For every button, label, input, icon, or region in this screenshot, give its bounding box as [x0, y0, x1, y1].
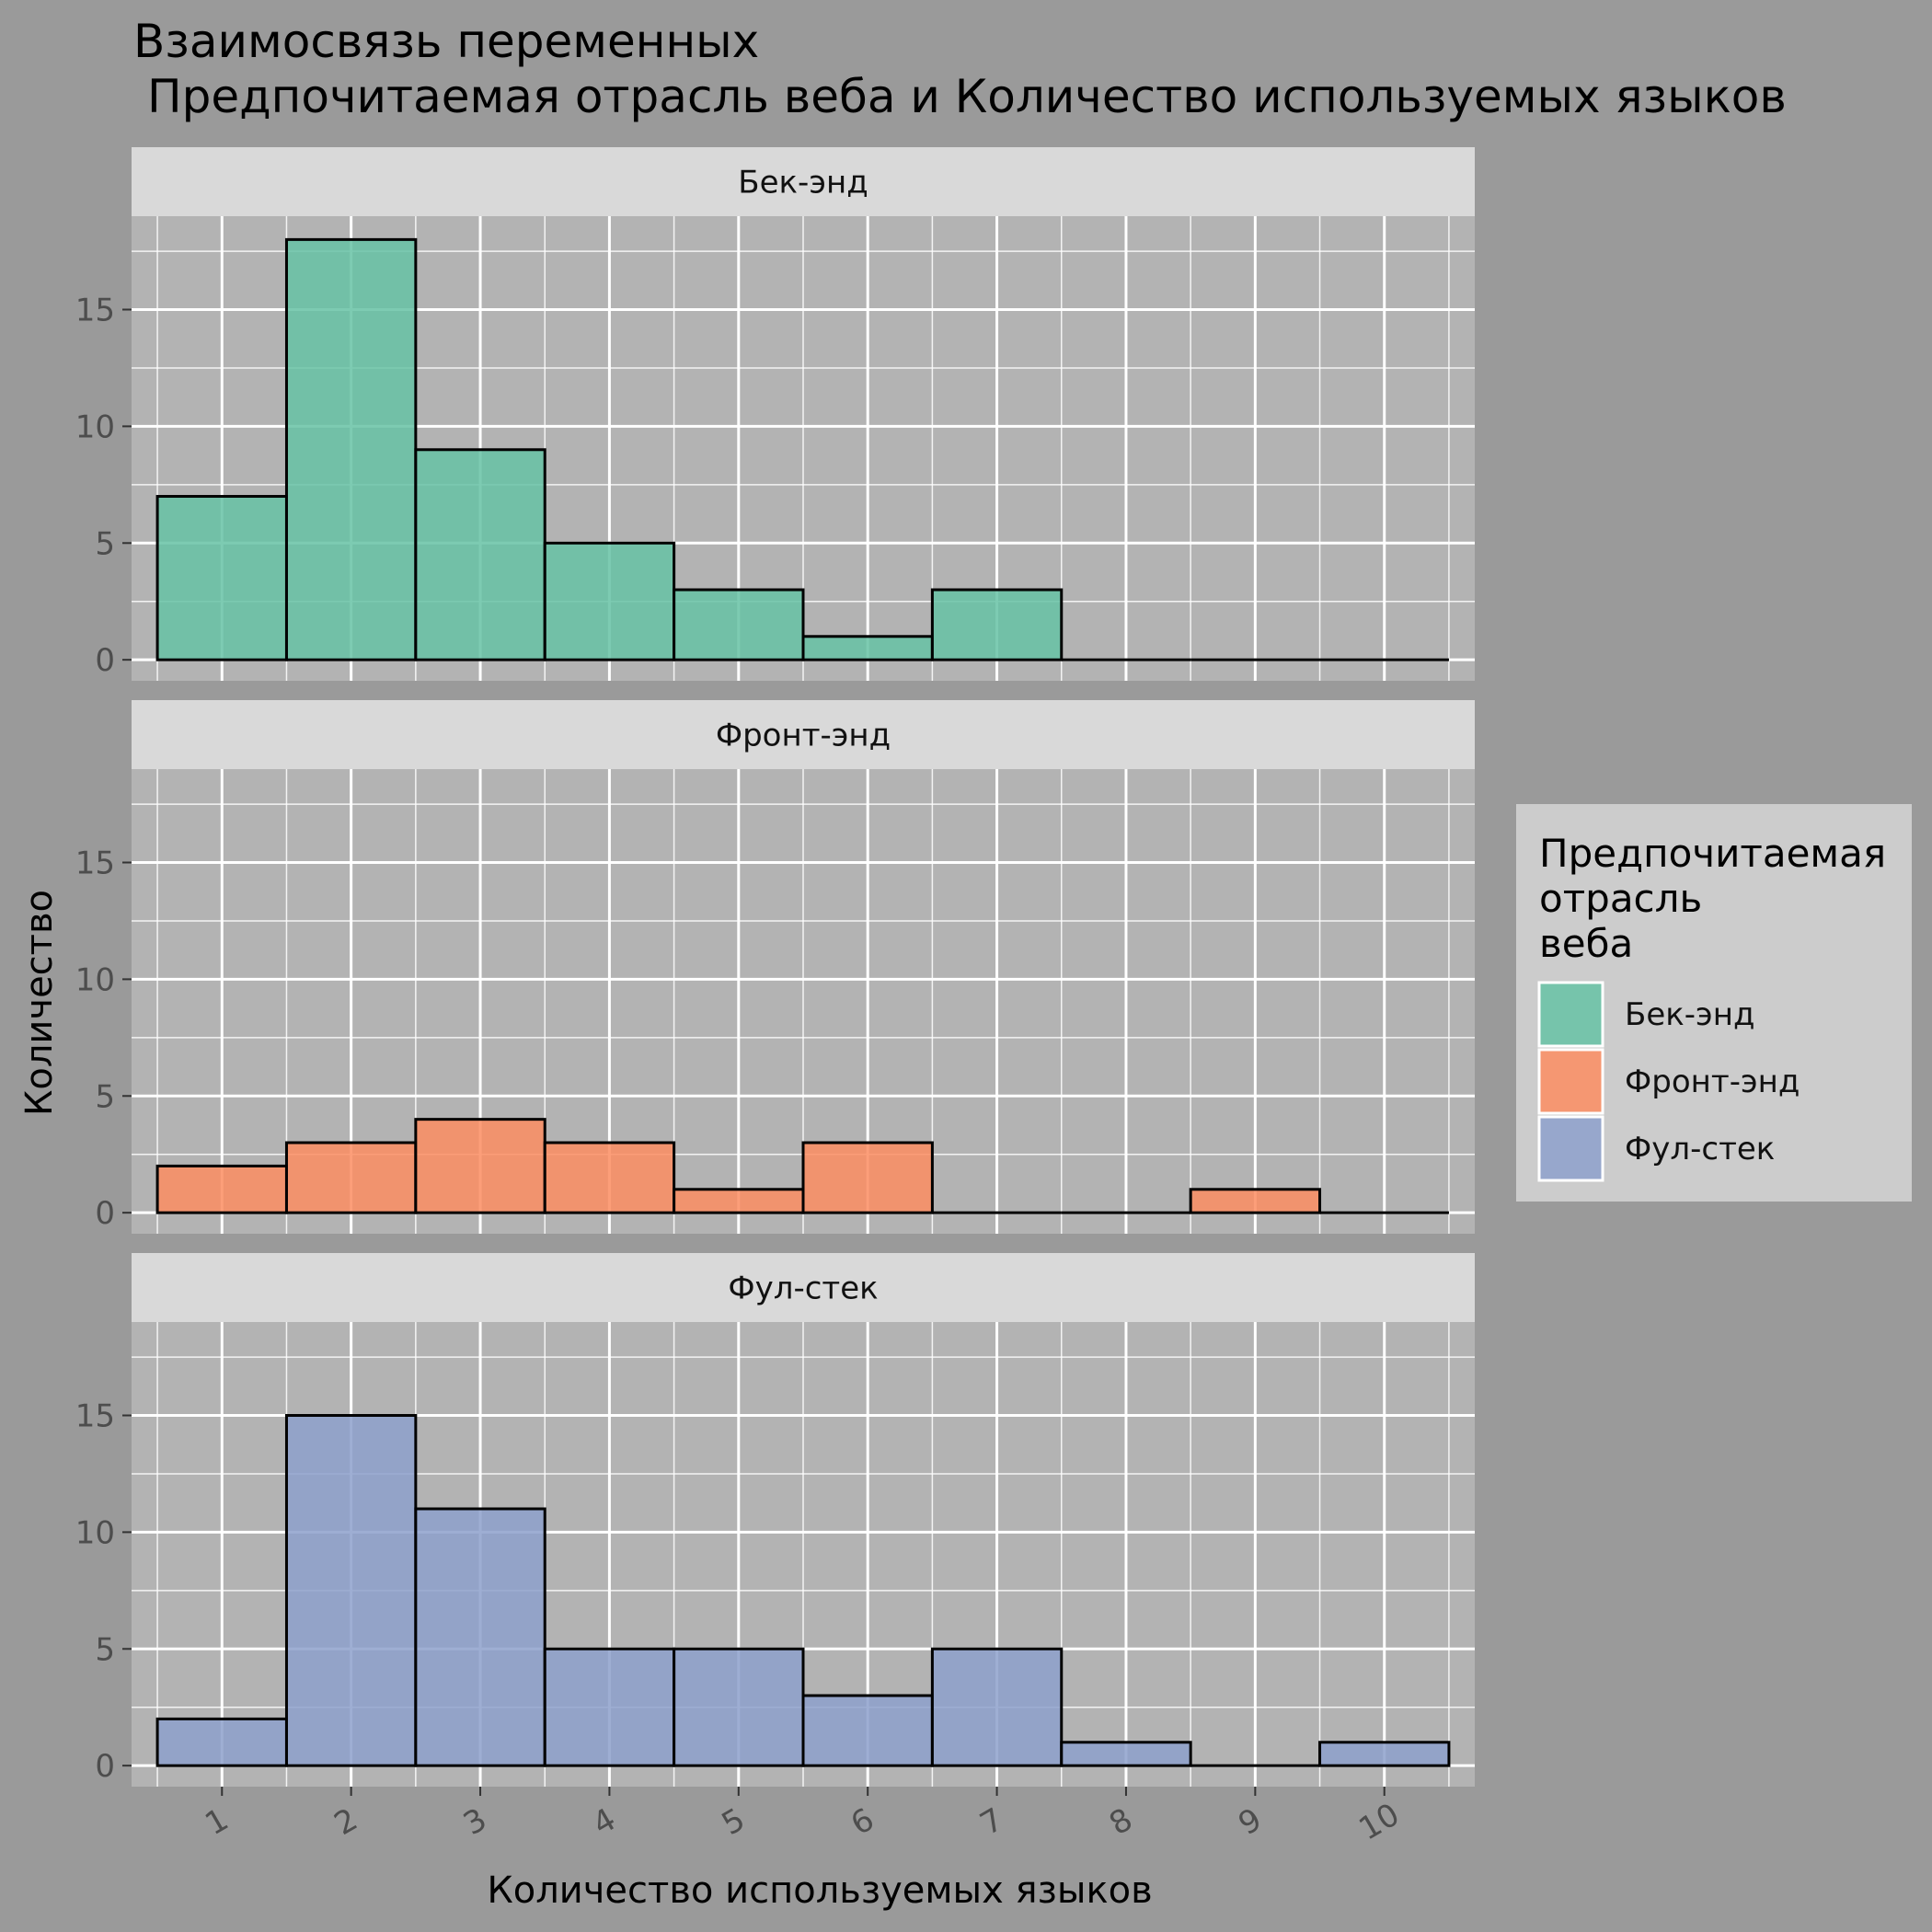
y-axis-label: Количество	[18, 890, 61, 1116]
chart-subtitle: Предпочитаемая отрасль веба и Количество…	[147, 70, 1787, 123]
x-tick-label: 8	[1103, 1801, 1139, 1843]
histogram-bar	[155, 1717, 288, 1767]
histogram-bar	[801, 1694, 934, 1767]
histogram-bar	[930, 1647, 1064, 1767]
histogram-bar	[284, 1414, 418, 1767]
y-tick-label: 15	[75, 293, 115, 329]
histogram-bar	[155, 1164, 288, 1214]
y-tick-label: 10	[75, 1514, 115, 1551]
histogram-bar	[543, 1647, 676, 1767]
facet-panels: Бек-энд 0 5 10 15 Фронт-энд 0 5 10 15 Фул-стек 0 5 10…	[75, 147, 1475, 1787]
histogram-bar	[930, 588, 1064, 661]
x-tick-label: 3	[457, 1801, 493, 1843]
x-tick-label: 6	[845, 1801, 880, 1843]
y-tick-label: 0	[95, 1748, 115, 1785]
y-tick-label: 10	[75, 961, 115, 998]
x-tick-label: 2	[328, 1801, 364, 1843]
legend-title: Предпочитаемая отрасль веба	[1539, 831, 1886, 966]
legend-label: Фронт-энд	[1625, 1064, 1800, 1100]
facet-strip	[132, 1253, 1475, 1322]
legend-label: Фул-стек	[1625, 1131, 1775, 1167]
histogram-bar	[543, 1141, 676, 1214]
y-tick-label: 15	[75, 845, 115, 882]
histogram-bar	[414, 1118, 546, 1214]
legend-title-line: отрасль	[1539, 876, 1702, 921]
facet-panel: Фул-стек 0 5 10 15	[75, 1253, 1475, 1787]
facet-panel: Фронт-энд 0 5 10 15	[75, 700, 1475, 1234]
y-tick-label: 0	[95, 1195, 115, 1232]
legend-title-line: веба	[1539, 921, 1633, 966]
facet-panel: Бек-энд 0 5 10 15	[75, 147, 1475, 681]
facet-strip	[132, 147, 1475, 216]
y-tick-label: 5	[95, 1631, 115, 1668]
histogram-bar	[1189, 1188, 1322, 1214]
histogram-bar	[284, 237, 418, 661]
y-tick-label: 15	[75, 1398, 115, 1435]
histogram-bar	[1060, 1741, 1192, 1767]
legend-swatch	[1537, 1115, 1604, 1182]
x-axis: 1 2 3 4 5 6 7 8 9 10	[199, 1787, 1406, 1848]
legend-swatch	[1537, 1048, 1604, 1115]
y-tick-label: 0	[95, 642, 115, 679]
histogram-bar	[284, 1141, 418, 1214]
chart-title: Взаимосвязь переменных	[133, 15, 759, 68]
histogram-bar	[673, 1188, 805, 1214]
x-tick-label: 5	[716, 1801, 752, 1843]
facet-strip-label: Фул-стек	[728, 1271, 878, 1307]
facet-strip	[132, 700, 1475, 769]
facet-strip-label: Фронт-энд	[716, 718, 891, 754]
histogram-bar	[801, 635, 934, 661]
legend-label: Бек-энд	[1625, 996, 1754, 1033]
legend-items: Бек-энд Фронт-энд Фул-стек	[1537, 981, 1800, 1182]
x-tick-label: 1	[199, 1801, 235, 1843]
histogram-bar	[801, 1141, 934, 1214]
legend: Предпочитаемая отрасль веба Бек-энд Фронт-э…	[1516, 804, 1912, 1202]
y-tick-label: 10	[75, 408, 115, 445]
x-tick-label: 4	[587, 1801, 623, 1843]
histogram-bar	[673, 588, 805, 661]
x-tick-label: 9	[1232, 1801, 1268, 1843]
facet-strip-label: Бек-энд	[738, 165, 868, 201]
legend-title-line: Предпочитаемая	[1539, 831, 1886, 876]
y-tick-label: 5	[95, 525, 115, 562]
histogram-bar	[414, 448, 546, 661]
x-axis-label: Количество используемых языков	[487, 1869, 1152, 1912]
x-tick-label: 10	[1352, 1796, 1405, 1847]
legend-swatch	[1537, 981, 1604, 1048]
histogram-bar	[673, 1647, 805, 1767]
x-tick-label: 7	[974, 1801, 1010, 1843]
histogram-bar	[543, 541, 676, 661]
y-tick-label: 5	[95, 1078, 115, 1115]
histogram-bar	[155, 495, 288, 661]
histogram-bar	[414, 1507, 546, 1767]
histogram-bar	[1318, 1741, 1451, 1767]
